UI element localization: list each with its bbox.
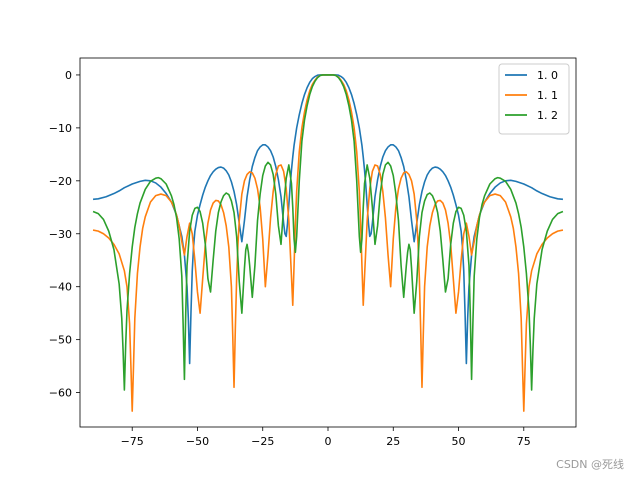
y-tick-label: 0	[65, 69, 72, 82]
legend-box	[498, 63, 570, 135]
x-tick-label: −75	[121, 435, 144, 448]
plot-background	[80, 58, 576, 427]
x-axis: −75 −50 −25 0 25 50 75	[121, 427, 531, 448]
legend-label: 1. 2	[537, 109, 558, 122]
y-tick-label: −30	[49, 228, 72, 241]
y-axis: 0 −10 −20 −30 −40 −50 −60	[49, 69, 80, 400]
y-tick-label: −50	[49, 334, 72, 347]
y-tick-label: −10	[49, 122, 72, 135]
watermark-text: CSDN @死线	[556, 458, 624, 471]
y-tick-label: −40	[49, 281, 72, 294]
y-tick-label: −20	[49, 175, 72, 188]
legend: 1. 0 1. 1 1. 2	[498, 63, 570, 135]
legend-label: 1. 1	[537, 89, 558, 102]
series-layer	[92, 74, 564, 412]
y-tick-label: −60	[49, 387, 72, 400]
series-line-3	[92, 74, 564, 391]
x-tick-label: −25	[251, 435, 274, 448]
x-tick-label: 50	[452, 435, 466, 448]
x-tick-label: −50	[186, 435, 209, 448]
x-tick-label: 75	[517, 435, 531, 448]
x-tick-label: 25	[386, 435, 400, 448]
x-tick-label: 0	[325, 435, 332, 448]
legend-label: 1. 0	[537, 69, 558, 82]
